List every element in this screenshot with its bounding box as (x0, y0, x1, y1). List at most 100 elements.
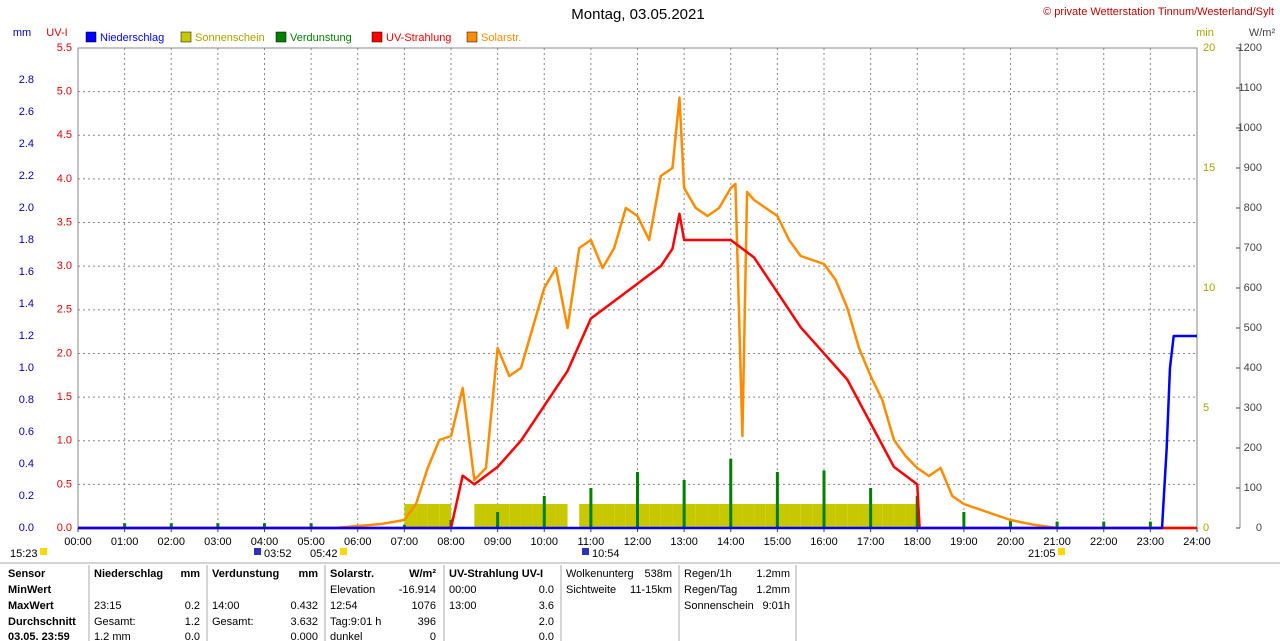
y-tick-label: 0.5 (57, 478, 72, 490)
evaporation-bar (775, 472, 779, 528)
footer-label: Durchschnitt (8, 616, 76, 628)
y-tick-label: 500 (1244, 322, 1262, 334)
sunshine-bar (765, 504, 778, 528)
legend-label: Verdunstung (290, 32, 352, 44)
footer-label: MaxWert (8, 600, 54, 612)
x-tick-label: 13:00 (670, 536, 698, 548)
sunshine-bar (777, 504, 790, 528)
sunshine-bar (835, 504, 848, 528)
x-tick-label: 10:00 (530, 536, 558, 548)
evaporation-bar (542, 496, 546, 528)
footer-cell: 0.0 (539, 584, 554, 596)
y-tick-label: 1.0 (19, 362, 34, 374)
legend-label: Niederschlag (100, 32, 164, 44)
footer-cell: 0 (430, 631, 436, 641)
evaporation-bar (915, 496, 919, 528)
y-tick-label: 1000 (1238, 122, 1262, 134)
x-tick-label: 21:00 (1043, 536, 1071, 548)
x-tick-label: 12:00 (624, 536, 652, 548)
evaporation-bar (263, 523, 266, 528)
y-tick-label: 5 (1203, 402, 1209, 414)
evaporation-bar (636, 472, 639, 528)
sunshine-bar (590, 504, 603, 528)
x-tick-label: 16:00 (810, 536, 838, 548)
footer-cell: Regen/Tag (684, 584, 737, 596)
y-tick-label: 400 (1244, 362, 1262, 374)
evaporation-bar (962, 512, 966, 528)
footer-cell: Gesamt: (94, 616, 136, 628)
evaporation-bar (729, 458, 733, 528)
footer-cell: Wolkenunterg (566, 568, 634, 580)
sunshine-bar (649, 504, 661, 528)
footer-cell: 9:01h (762, 600, 790, 612)
y-tick-label: 1.4 (19, 298, 34, 310)
y-tick-label: 0 (1256, 522, 1262, 534)
x-tick-label: 22:00 (1090, 536, 1118, 548)
sunshine-bar (754, 504, 766, 528)
sunshine-bar (812, 504, 824, 528)
sunshine-bar (905, 504, 918, 528)
x-tick-label: 06:00 (344, 536, 372, 548)
y-tick-label: 800 (1244, 202, 1262, 214)
y-tick-label: 0.0 (19, 522, 34, 534)
legend-swatch (371, 31, 383, 43)
evaporation-bar (822, 470, 826, 528)
x-tick-label: 14:00 (717, 536, 745, 548)
sunshine-bar (497, 504, 510, 528)
evaporation-bar (123, 523, 127, 528)
sunshine-bar (870, 504, 883, 528)
event-label: 15:23 (10, 548, 38, 560)
footer-cell: 11-15km (630, 584, 672, 596)
event-icon (582, 548, 589, 555)
footer-cell: 396 (418, 616, 436, 628)
sunshine-bar (672, 504, 685, 528)
y-tick-label: 600 (1244, 282, 1262, 294)
x-tick-label: 11:00 (578, 536, 605, 548)
y-tick-label: 1.6 (19, 266, 34, 278)
footer-cell: 13:00 (449, 600, 477, 612)
y-tick-label: 300 (1244, 402, 1262, 414)
y-tick-label: 1.2 (19, 330, 34, 342)
axis-unit: W/m² (1249, 27, 1276, 39)
y-tick-label: 1.0 (57, 435, 72, 447)
sunshine-bar (555, 504, 568, 528)
sunshine-bar (509, 504, 521, 528)
y-tick-label: 0.2 (19, 490, 34, 502)
footer-cell: 0.2 (185, 600, 200, 612)
sunshine-bar (847, 504, 859, 528)
series-line (78, 334, 1197, 530)
footer-cell: Solarstr. (330, 568, 374, 580)
evaporation-bar (589, 488, 593, 528)
footer-cell: 0.432 (290, 600, 318, 612)
event-icon (40, 548, 47, 555)
y-tick-label: 0.8 (19, 394, 34, 406)
x-tick-label: 07:00 (391, 536, 419, 548)
footer-cell: 3.6 (539, 600, 554, 612)
footer-cell: Gesamt: (212, 616, 254, 628)
legend-swatch (275, 31, 287, 43)
sunshine-bar (707, 504, 720, 528)
sunshine-bar (579, 504, 591, 528)
sunshine-bar (544, 504, 556, 528)
sunshine-bar (614, 504, 626, 528)
footer-cell: 3.632 (290, 616, 318, 628)
y-tick-label: 3.5 (57, 216, 72, 228)
sunshine-bar (695, 504, 708, 528)
y-tick-label: 5.5 (57, 42, 72, 54)
y-tick-label: 10 (1203, 282, 1215, 294)
axis-unit: mm (13, 27, 31, 39)
x-tick-label: 04:00 (251, 536, 279, 548)
sunshine-bar (474, 504, 486, 528)
x-tick-label: 23:00 (1137, 536, 1165, 548)
footer-label: Sensor (8, 568, 46, 580)
evaporation-bar (1148, 521, 1152, 528)
sunshine-bar (602, 504, 615, 528)
y-tick-label: 1.5 (57, 391, 72, 403)
sunshine-bar (404, 504, 417, 528)
x-tick-label: 03:00 (204, 536, 232, 548)
footer-cell: -16.914 (399, 584, 436, 596)
footer-cell: Verdunstung (212, 568, 279, 580)
copyright: © private Wetterstation Tinnum/Westerlan… (1043, 6, 1274, 18)
footer-cell: Niederschlag (94, 568, 163, 580)
